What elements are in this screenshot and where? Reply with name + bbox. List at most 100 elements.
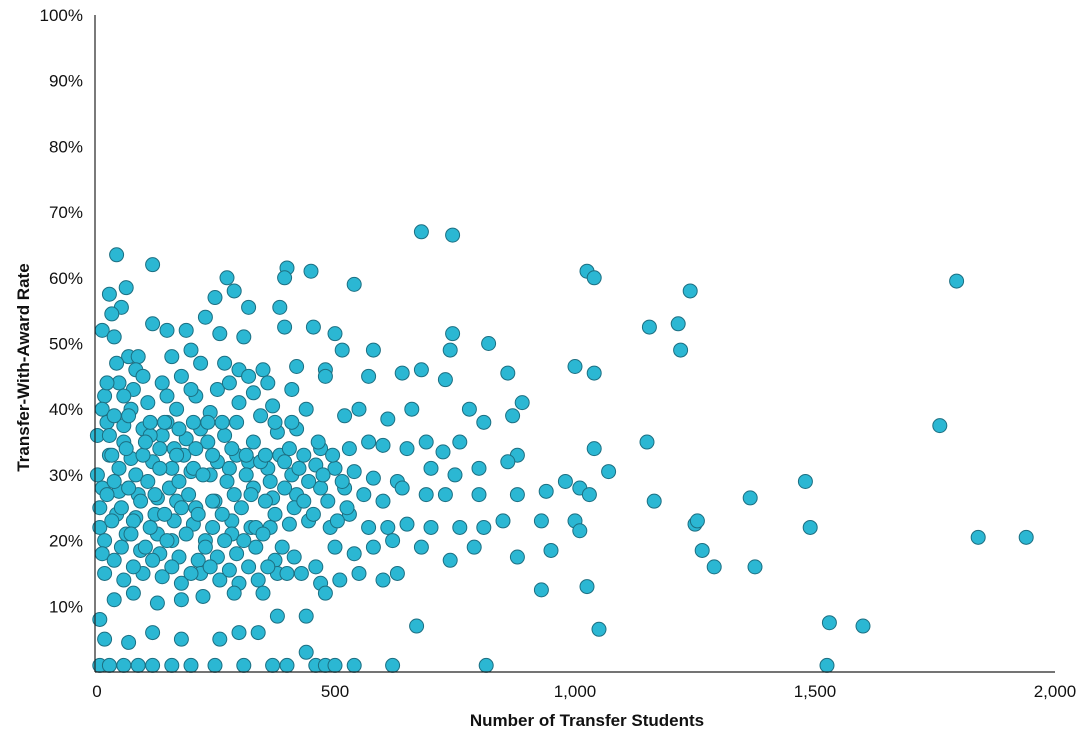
data-point [92,500,108,516]
data-point [197,539,213,555]
data-point [92,611,108,627]
data-point [257,493,273,509]
data-point [219,473,235,489]
data-point [500,454,516,470]
data-point [478,657,494,673]
y-tick-label: 70% [49,203,83,222]
data-point [296,493,312,509]
data-point [250,625,266,641]
data-point [92,519,108,535]
data-point [101,286,117,302]
data-point [145,316,161,332]
data-point [212,631,228,647]
data-point [236,533,252,549]
data-point [164,349,180,365]
data-point [298,401,314,417]
data-point [334,473,350,489]
data-point [171,473,187,489]
x-tick-label: 500 [321,682,349,701]
data-point [970,529,986,545]
data-point [221,562,237,578]
data-point [137,434,153,450]
data-point [207,657,223,673]
data-point [116,388,132,404]
data-point [152,441,168,457]
data-point [154,569,170,585]
axes [94,15,1055,673]
data-point [346,657,362,673]
data-point [334,342,350,358]
data-point [260,375,276,391]
data-point [219,270,235,286]
data-point [183,381,199,397]
data-point [217,427,233,443]
data-point [317,585,333,601]
data-point [195,588,211,604]
data-point [298,608,314,624]
data-point [265,657,281,673]
data-point [183,657,199,673]
data-point [819,657,835,673]
data-point [106,408,122,424]
data-point [365,342,381,358]
data-point [118,280,134,296]
data-point [125,513,141,529]
data-point [128,467,144,483]
data-point [111,460,127,476]
data-point [149,595,165,611]
data-point [320,493,336,509]
data-point [375,572,391,588]
data-point [742,490,758,506]
data-point [557,473,573,489]
data-point [423,519,439,535]
data-point [130,349,146,365]
data-point [277,454,293,470]
data-point [245,434,261,450]
data-point [673,342,689,358]
data-point [226,487,242,503]
data-point [385,657,401,673]
data-point [303,263,319,279]
data-point [145,257,161,273]
data-point [202,559,218,575]
data-point [241,559,257,575]
tick-labels: 10% 20% 30% 40% 50% 60% 70% 80% 90% 100% 0 500 1,000… [40,6,1077,701]
data-point [315,467,331,483]
data-point [267,414,283,430]
data-point [106,473,122,489]
data-point [286,549,302,565]
data-point [209,381,225,397]
data-point [257,447,273,463]
data-point [188,441,204,457]
data-point [949,273,965,289]
data-point [380,519,396,535]
data-point [538,483,554,499]
data-point [121,480,137,496]
data-point [205,519,221,535]
data-point [173,592,189,608]
data-point [255,526,271,542]
data-point [173,368,189,384]
data-point [305,506,321,522]
data-point [476,519,492,535]
data-point [238,467,254,483]
data-point [670,316,686,332]
data-point [442,552,458,568]
data-point [418,487,434,503]
data-point [337,408,353,424]
data-point [447,467,463,483]
y-tick-label: 90% [49,72,83,91]
data-point [346,276,362,292]
data-point [514,395,530,411]
data-point [224,441,240,457]
data-point [418,434,434,450]
data-point [229,546,245,562]
data-point [399,516,415,532]
data-point [99,375,115,391]
y-tick-label: 100% [40,6,83,25]
x-tick-label: 0 [92,682,101,701]
data-point [262,473,278,489]
data-point [159,322,175,338]
data-point [413,539,429,555]
data-point [231,395,247,411]
